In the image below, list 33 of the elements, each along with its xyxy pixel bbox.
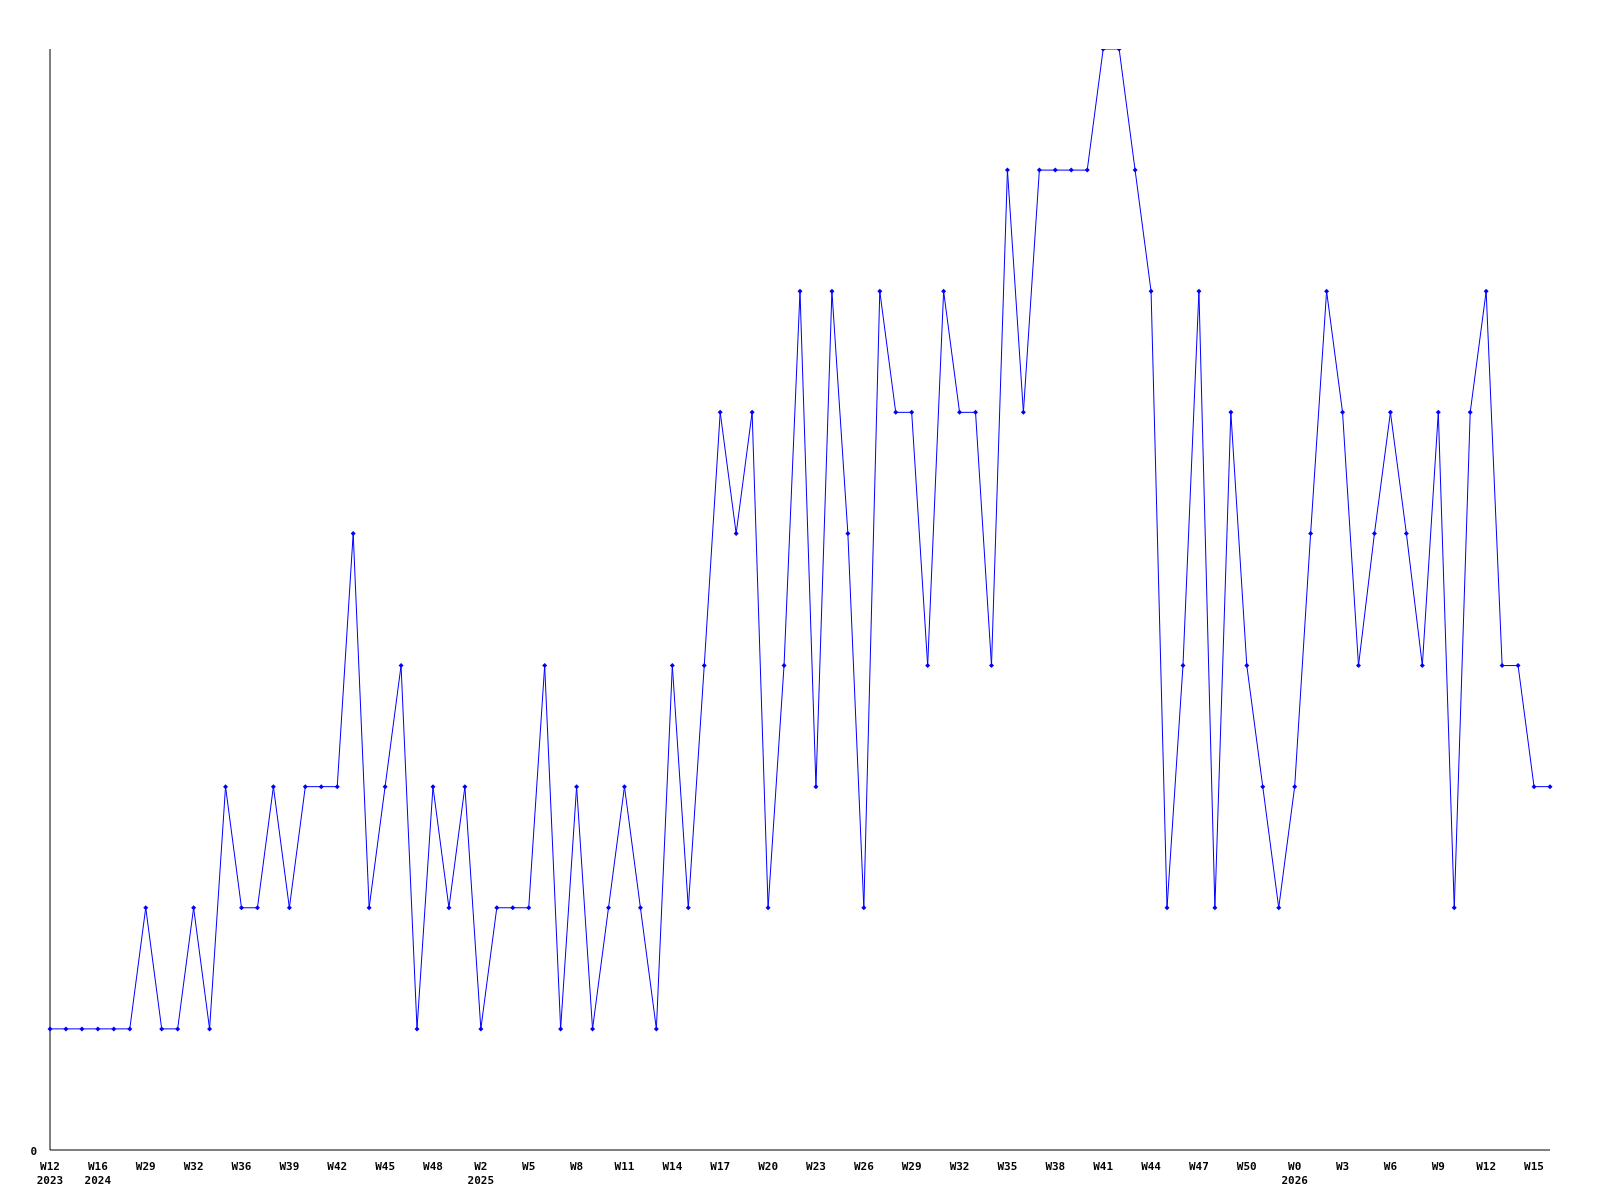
x-tick-label: W6 bbox=[1383, 1160, 1398, 1173]
x-tick-label: W41 bbox=[1093, 1160, 1114, 1173]
x-tick-label: W44 bbox=[1141, 1160, 1162, 1173]
x-tick-label: W42 bbox=[327, 1160, 348, 1173]
x-tick-label: W2 2025 bbox=[467, 1160, 495, 1187]
x-tick-label: W16 2024 bbox=[84, 1160, 112, 1187]
x-tick-label: W45 bbox=[375, 1160, 396, 1173]
x-tick-label: W17 bbox=[710, 1160, 731, 1173]
x-tick-label: W36 bbox=[231, 1160, 252, 1173]
x-tick-label: W32 bbox=[183, 1160, 204, 1173]
x-tick-label: W8 bbox=[569, 1160, 584, 1173]
x-tick-label: W15 bbox=[1524, 1160, 1544, 1173]
x-tick-label: W29 bbox=[135, 1160, 156, 1173]
x-tick-label: W12 bbox=[1476, 1160, 1497, 1173]
x-tick-label: W3 bbox=[1335, 1160, 1350, 1173]
x-tick-label: W35 bbox=[997, 1160, 1018, 1173]
x-tick-label: W5 bbox=[522, 1160, 536, 1173]
x-tick-label: W48 bbox=[423, 1160, 443, 1173]
x-tick-label: W23 bbox=[806, 1160, 826, 1173]
x-tick-label: W32 bbox=[949, 1160, 970, 1173]
x-tick-label: W9 bbox=[1431, 1160, 1445, 1173]
x-tick-label: W14 bbox=[662, 1160, 683, 1173]
x-tick-label: W29 bbox=[901, 1160, 922, 1173]
x-tick-label: W26 bbox=[853, 1160, 875, 1173]
x-tick-label: W38 bbox=[1045, 1160, 1066, 1173]
x-tick-label: W47 bbox=[1189, 1160, 1209, 1173]
x-tick-label: W39 bbox=[279, 1160, 300, 1173]
x-tick-label: W0 2026 bbox=[1281, 1160, 1309, 1187]
x-tick-label: W50 bbox=[1236, 1160, 1257, 1173]
x-tick-label: W20 bbox=[758, 1160, 779, 1173]
x-tick-label: W11 bbox=[614, 1160, 635, 1173]
x-tick-label: W12 2023 bbox=[36, 1160, 64, 1187]
text: 0 bbox=[29, 1145, 37, 1158]
